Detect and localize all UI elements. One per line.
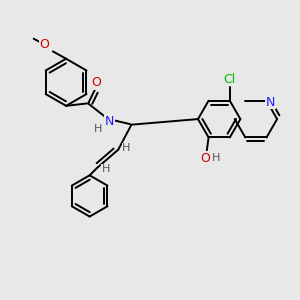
Text: H: H [94, 124, 103, 134]
Text: O: O [200, 152, 210, 165]
Text: N: N [266, 96, 275, 109]
Text: H: H [122, 143, 130, 153]
Text: N: N [105, 115, 114, 128]
Text: O: O [92, 76, 101, 89]
Text: Cl: Cl [224, 73, 236, 86]
Text: H: H [102, 164, 110, 174]
Text: O: O [40, 38, 50, 51]
Text: H: H [212, 153, 220, 163]
